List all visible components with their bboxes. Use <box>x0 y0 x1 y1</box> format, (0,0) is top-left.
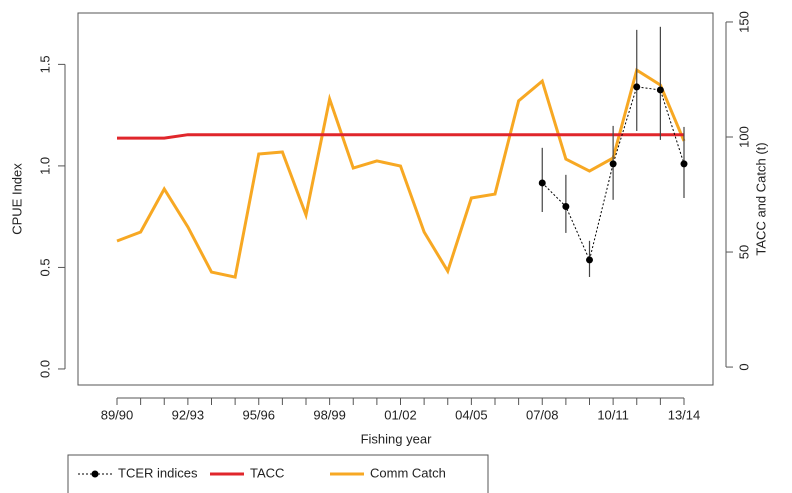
y-tick-label: 0.5 <box>37 258 52 276</box>
y2-tick-label: 100 <box>736 126 751 148</box>
series-line <box>116 67 686 279</box>
y2-tick-label: 50 <box>736 245 751 259</box>
point <box>586 256 593 264</box>
series-line <box>117 133 684 140</box>
y2-tick-label: 0 <box>736 363 751 370</box>
x-tick-label: 07/08 <box>526 407 559 422</box>
legend-label: TCER indices <box>118 465 198 480</box>
legend-label: TACC <box>250 465 284 480</box>
y-axis-title: CPUE Index <box>9 163 24 235</box>
point <box>562 203 570 211</box>
x-tick-label: 92/93 <box>172 407 205 422</box>
x-tick-label: 13/14 <box>668 407 701 422</box>
legend-label: Comm Catch <box>370 465 446 480</box>
point <box>633 83 641 91</box>
plot-frame <box>77 12 714 386</box>
x-tick-label: 98/99 <box>313 407 346 422</box>
y2-tick-label: 150 <box>736 11 751 33</box>
y2-axis-title: TACC and Catch (t) <box>753 142 768 255</box>
x-tick-label: 89/90 <box>101 407 134 422</box>
point <box>538 179 546 187</box>
point <box>609 160 617 168</box>
x-tick-label: 04/05 <box>455 407 488 422</box>
y-tick-label: 0.0 <box>37 360 52 378</box>
x-tick-label: 10/11 <box>597 407 629 422</box>
y-tick-label: 1.0 <box>37 157 52 175</box>
legend-marker <box>91 470 99 478</box>
y-tick-label: 1.5 <box>37 55 52 73</box>
legend-box <box>67 454 489 493</box>
point <box>656 86 664 94</box>
x-tick-label: 95/96 <box>242 407 275 422</box>
point <box>680 160 688 168</box>
x-axis-title: Fishing year <box>361 431 432 446</box>
x-tick-label: 01/02 <box>384 407 417 422</box>
